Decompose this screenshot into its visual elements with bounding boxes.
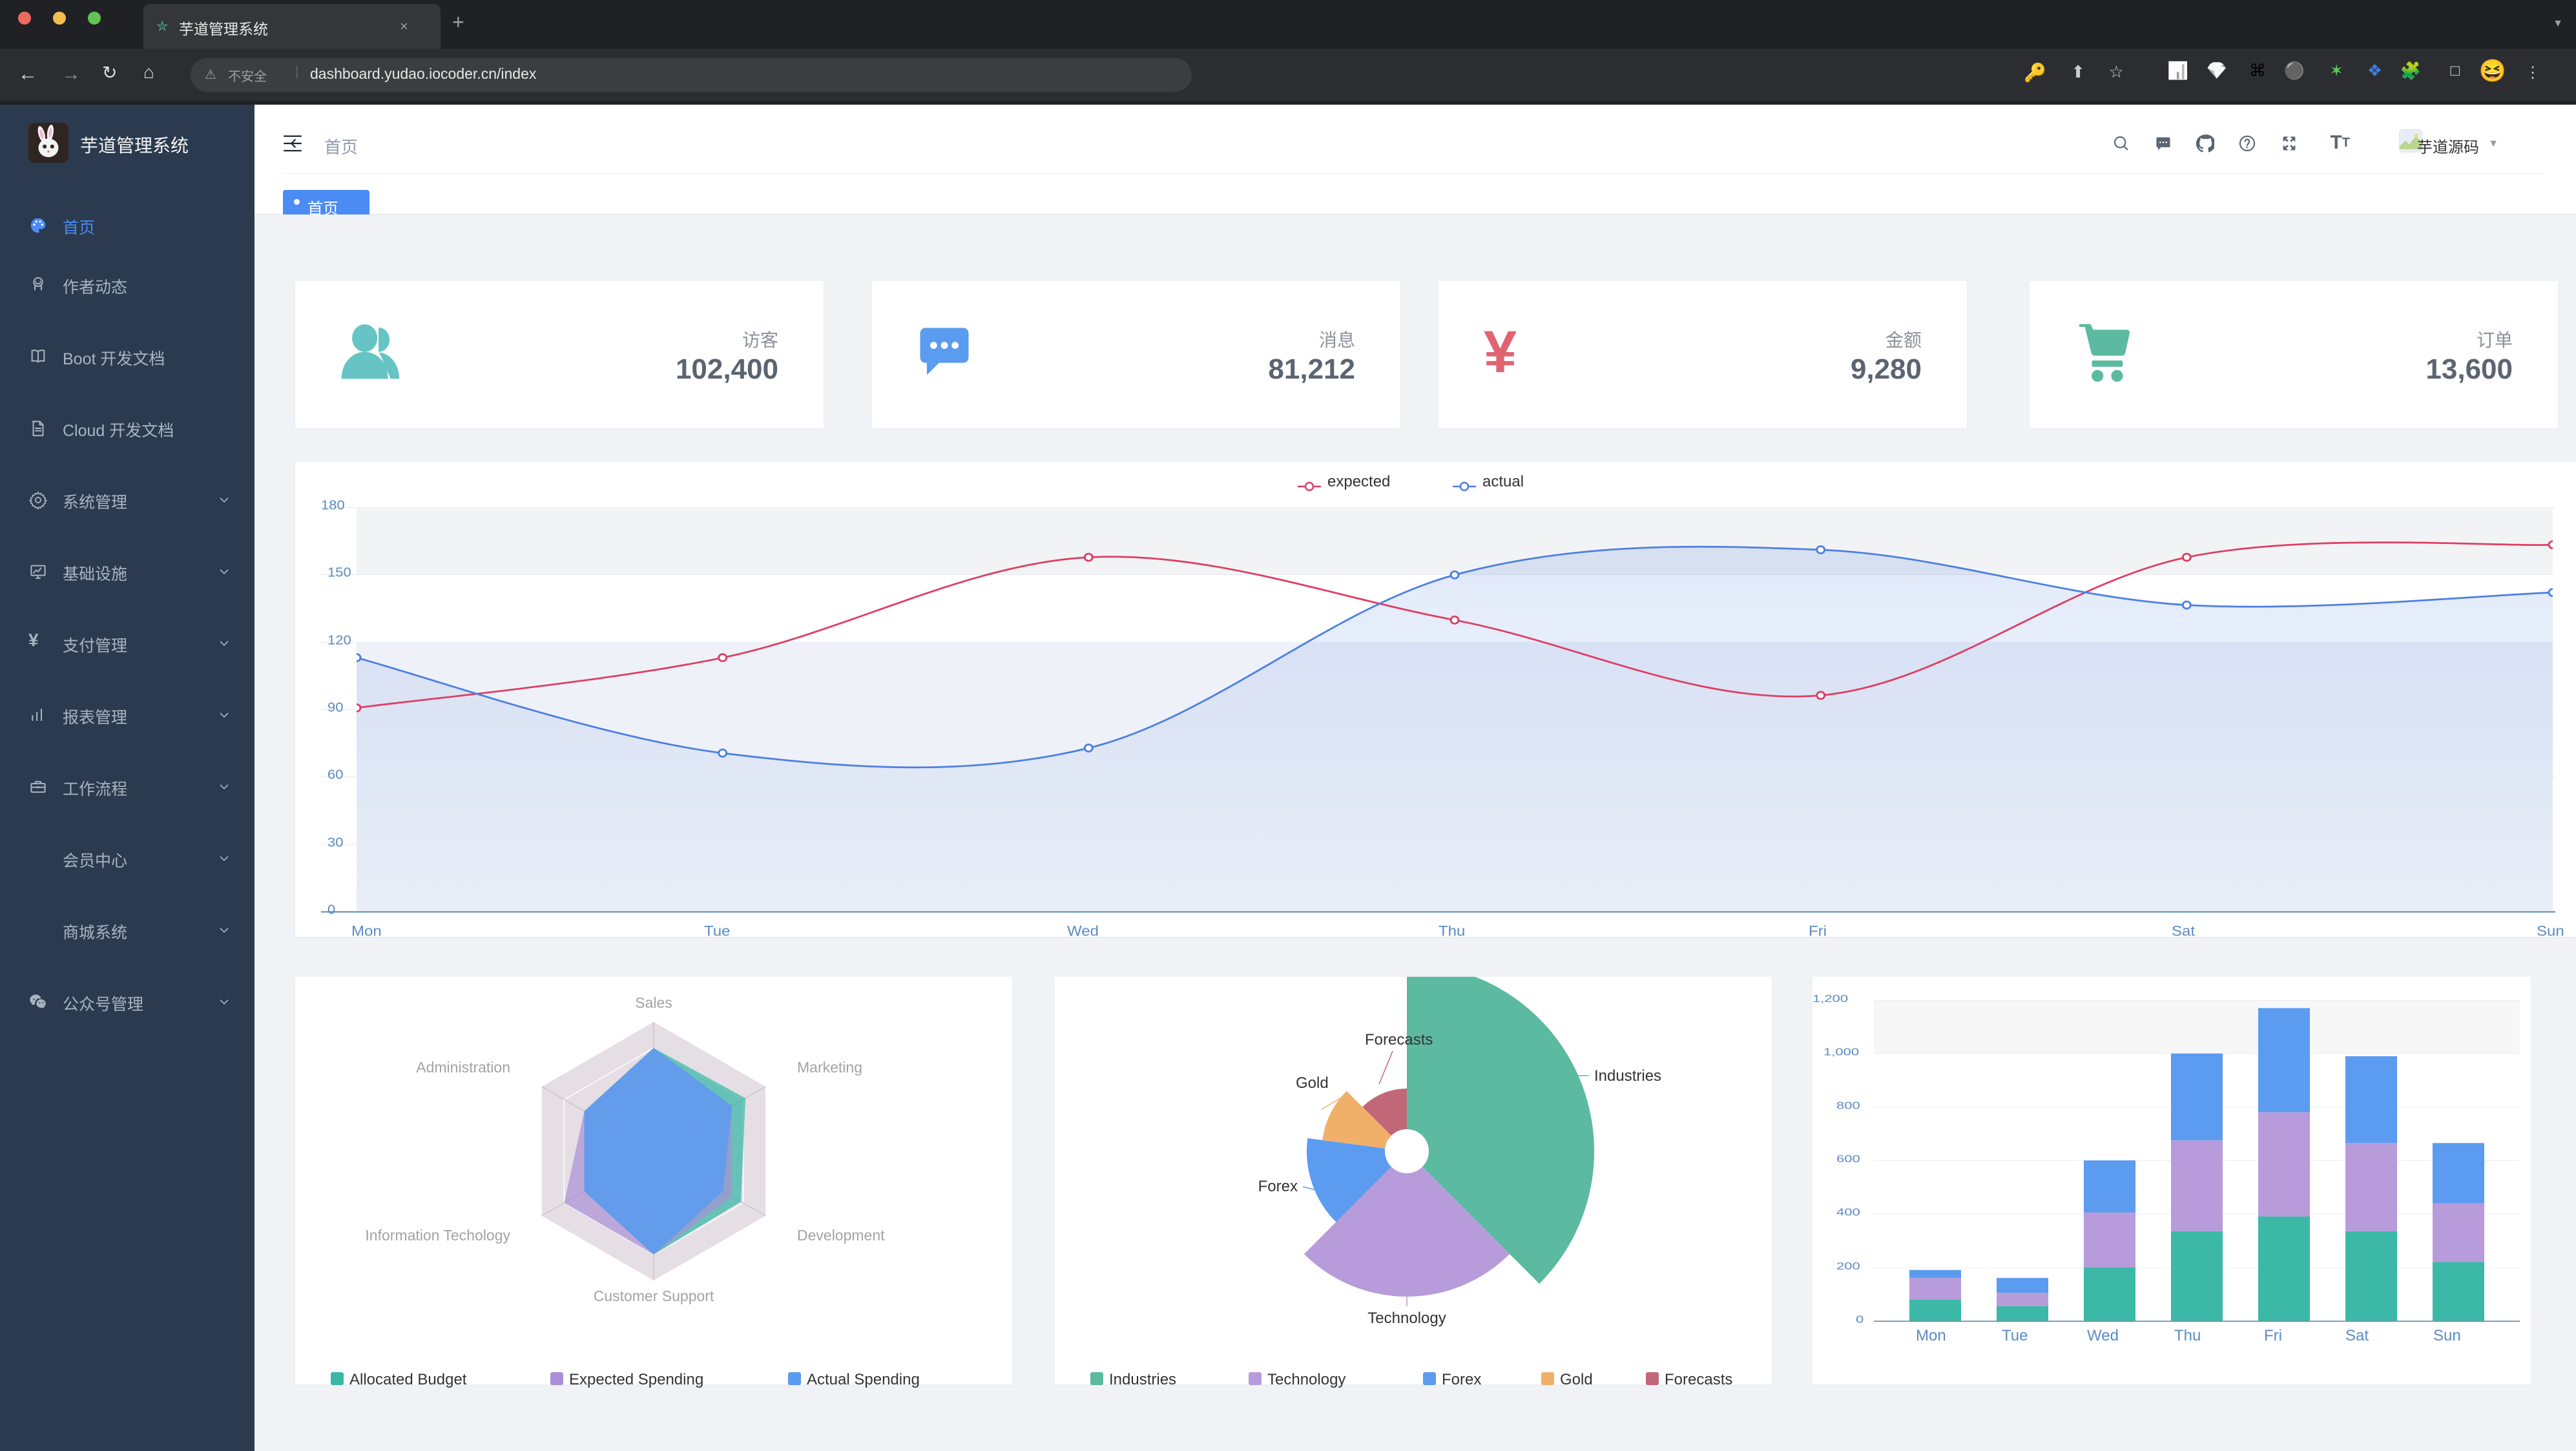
svg-text:Marketing: Marketing — [797, 1059, 862, 1076]
svg-text:Industries: Industries — [1594, 1067, 1661, 1085]
svg-text:Technology: Technology — [1367, 1310, 1446, 1327]
svg-text:Administration: Administration — [416, 1059, 510, 1076]
svg-text:Sales: Sales — [635, 994, 672, 1011]
svg-text:Forecasts: Forecasts — [1365, 1031, 1433, 1049]
svg-text:Development: Development — [797, 1227, 885, 1244]
svg-text:Customer Support: Customer Support — [594, 1288, 714, 1304]
svg-text:Gold: Gold — [1296, 1074, 1329, 1092]
svg-text:Forex: Forex — [1258, 1178, 1298, 1195]
svg-text:Information Techology: Information Techology — [365, 1227, 510, 1244]
